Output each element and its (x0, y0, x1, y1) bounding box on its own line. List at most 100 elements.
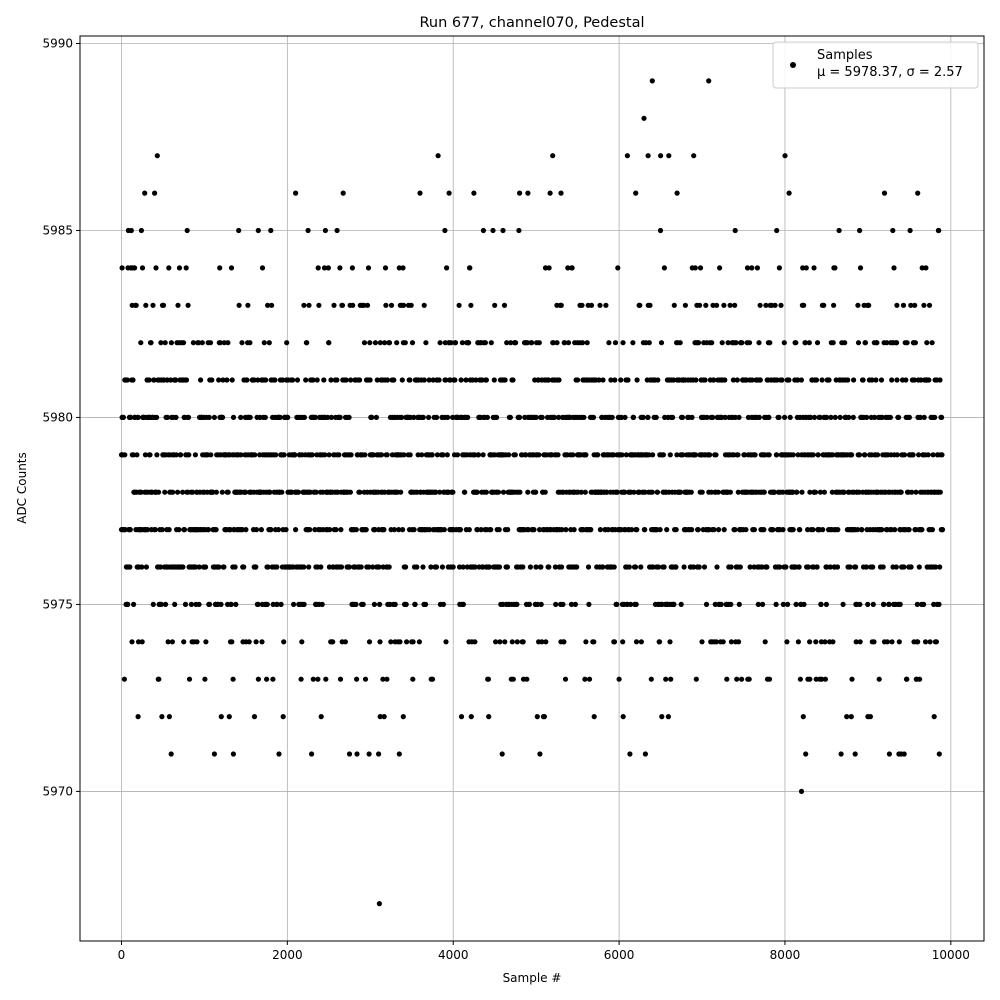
sample-point (399, 377, 405, 383)
sample-point (728, 639, 735, 645)
sample-point (808, 414, 814, 420)
sample-point (626, 564, 632, 570)
chart-title: Run 677, channel070, Pedestal (419, 15, 644, 31)
sample-point (560, 601, 566, 608)
sample-point (823, 601, 830, 608)
sample-point (380, 377, 386, 383)
sample-point (627, 751, 633, 757)
sample-point (400, 714, 406, 720)
sample-point (790, 489, 796, 495)
sample-point (717, 265, 723, 271)
sample-point (917, 414, 923, 420)
sample-point (401, 452, 407, 458)
sample-point (517, 489, 523, 495)
sample-point (614, 601, 620, 608)
sample-point (696, 340, 702, 346)
sample-point (326, 340, 332, 346)
sample-point (186, 452, 192, 458)
sample-point (284, 564, 290, 570)
sample-point (190, 489, 196, 495)
sample-point (367, 340, 373, 346)
sample-point (346, 414, 352, 420)
sample-point (857, 265, 864, 271)
sample-point (796, 564, 802, 570)
sample-point (244, 377, 250, 383)
sample-point (778, 302, 784, 308)
sample-point (619, 452, 625, 458)
sample-point (847, 564, 853, 570)
sample-point (180, 564, 186, 570)
sample-point (210, 489, 216, 495)
sample-point (180, 340, 187, 346)
sample-point (265, 564, 271, 570)
sample-point (812, 489, 819, 495)
sample-point (472, 564, 478, 570)
sample-point (527, 564, 534, 570)
sample-point (733, 340, 739, 346)
sample-point (193, 564, 199, 570)
sample-point (558, 190, 564, 196)
sample-point (420, 414, 426, 420)
sample-point (347, 489, 353, 495)
sample-point (559, 564, 565, 570)
sample-point (440, 601, 446, 608)
sample-point (773, 601, 779, 608)
sample-point (307, 527, 313, 533)
sample-point (253, 564, 259, 570)
sample-point (715, 489, 721, 495)
sample-point (147, 452, 153, 458)
sample-point (542, 265, 549, 271)
sample-point (129, 639, 135, 645)
sample-point (412, 601, 418, 608)
sample-point (507, 414, 513, 420)
sample-point (921, 414, 927, 420)
sample-point (361, 340, 368, 346)
sample-point (915, 639, 921, 645)
sample-point (396, 751, 402, 757)
sample-point (301, 302, 307, 308)
sample-point (409, 340, 416, 346)
sample-point (649, 78, 655, 84)
sample-point (129, 302, 135, 308)
sample-point (881, 601, 887, 608)
sample-point (827, 564, 833, 570)
sample-point (531, 527, 537, 533)
sample-point (362, 676, 369, 682)
sample-point (485, 676, 491, 682)
sample-point (178, 452, 184, 458)
sample-point (407, 452, 413, 458)
sample-point (421, 302, 427, 308)
sample-point (411, 527, 417, 533)
sample-point (622, 414, 628, 420)
sample-point (310, 676, 316, 682)
sample-point (268, 527, 274, 533)
sample-point (397, 639, 403, 645)
x-tick-label: 8000 (770, 948, 801, 962)
sample-point (310, 377, 316, 383)
sample-point (901, 452, 908, 458)
sample-point (874, 340, 880, 346)
sample-point (491, 377, 497, 383)
sample-point (802, 340, 808, 346)
sample-point (400, 527, 406, 533)
sample-point (255, 227, 261, 234)
sample-point (724, 601, 730, 608)
sample-point (309, 452, 315, 458)
sample-point (152, 190, 158, 196)
sample-point (545, 377, 552, 383)
sample-point (367, 452, 373, 458)
sample-point (421, 377, 427, 383)
sample-point (762, 639, 768, 645)
sample-point (551, 414, 558, 420)
sample-point (933, 564, 939, 570)
sample-point (425, 489, 431, 495)
sample-point (162, 489, 168, 495)
sample-point (772, 302, 778, 308)
sample-point (922, 639, 929, 645)
sample-point (312, 527, 318, 533)
sample-point (180, 489, 186, 495)
sample-point (158, 340, 164, 346)
sample-point (439, 564, 445, 570)
sample-point (879, 527, 885, 533)
sample-point (595, 452, 601, 458)
